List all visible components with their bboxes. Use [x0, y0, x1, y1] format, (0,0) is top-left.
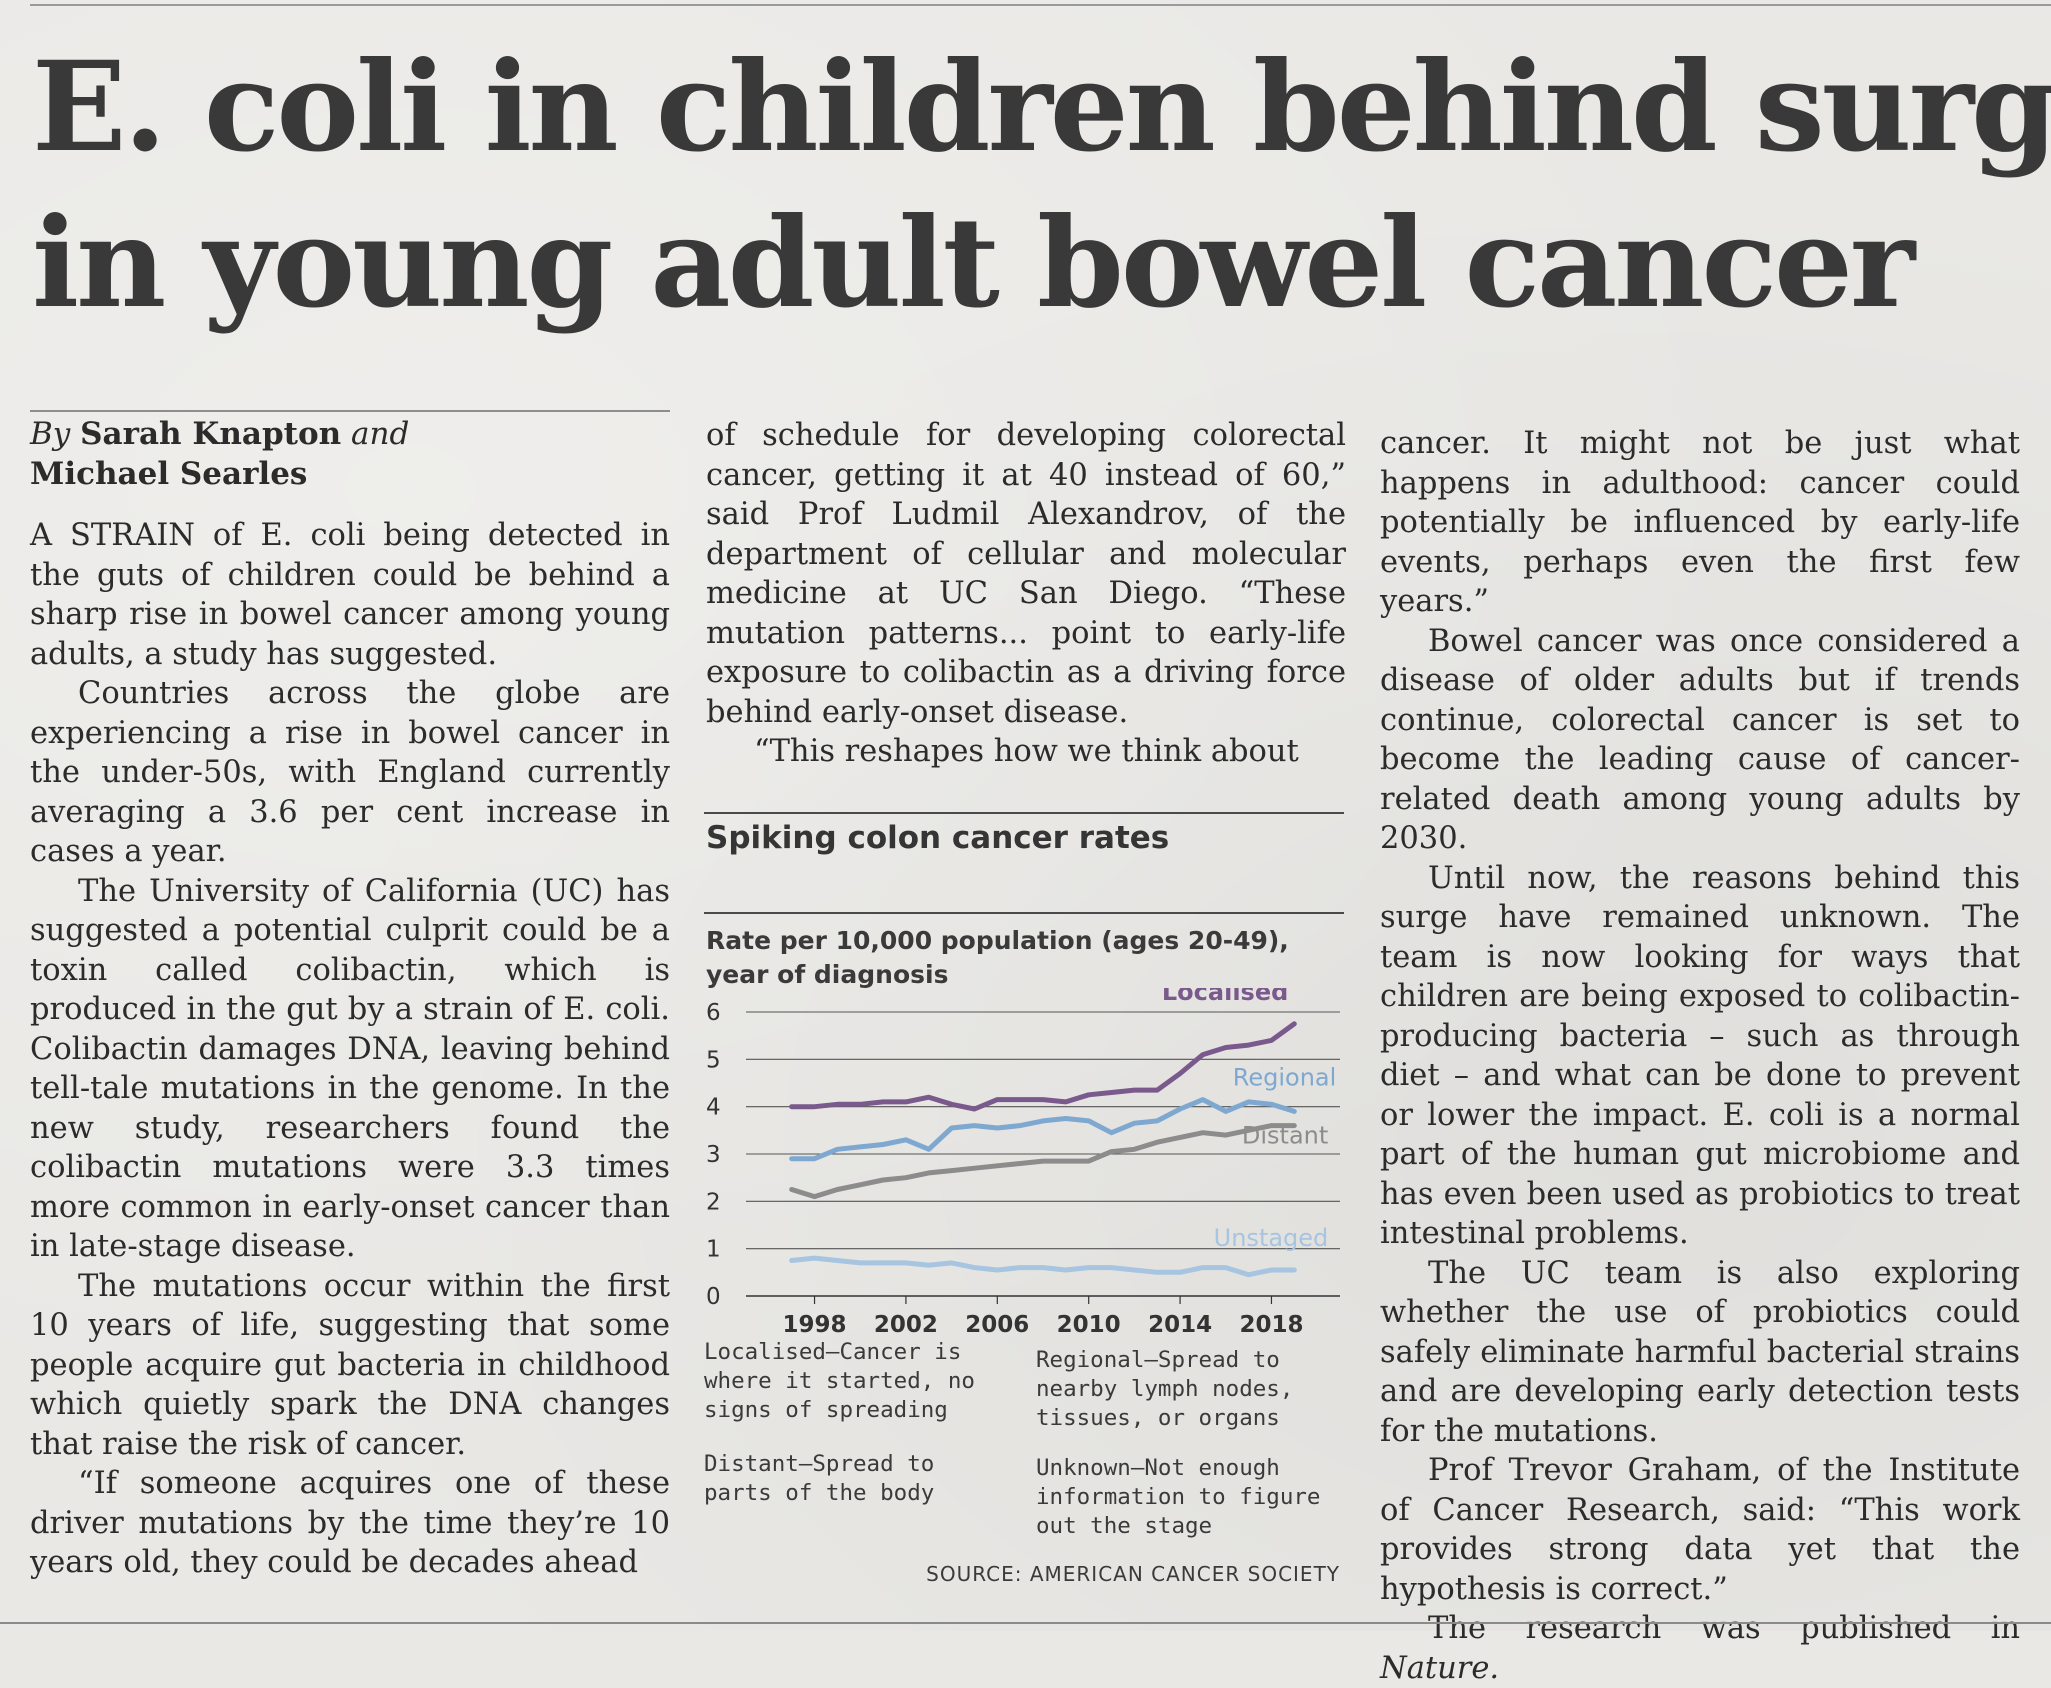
article-column-3: cancer. It might not be just what happen…: [1380, 424, 2020, 1688]
chart-title: Spiking colon cancer rates: [706, 820, 1170, 856]
series-line-distant: [789, 1123, 1297, 1200]
note-unknown: Unknown—Not enough information to figure…: [1036, 1455, 1321, 1539]
y-tick-label: 2: [706, 1189, 721, 1215]
chart-y-label: Rate per 10,000 population (ages 20-49),…: [706, 926, 1289, 989]
series-line-unstaged: [789, 1255, 1297, 1278]
byline-author-1: Sarah Knapton: [80, 416, 342, 452]
series-line-localised: [789, 1021, 1297, 1112]
y-tick-label: 0: [706, 1284, 721, 1310]
y-tick-label: 6: [706, 1000, 721, 1026]
article-column-1: By Sarah Knapton and Michael Searles A S…: [30, 406, 670, 1583]
paragraph: Countries across the globe are experienc…: [30, 676, 670, 869]
byline-and: and: [351, 416, 410, 452]
y-tick-label: 4: [706, 1095, 721, 1121]
chart-box: Spiking colon cancer rates Rate per 10,0…: [704, 800, 1344, 1590]
y-tick-label: 1: [706, 1237, 721, 1263]
paragraph: of schedule for developing colorectal ca…: [706, 418, 1346, 730]
article-column-2: of schedule for developing colorectal ca…: [706, 416, 1346, 772]
paragraph: Prof Trevor Graham, of the Institute of …: [1380, 1453, 2020, 1607]
x-tick-label: 2018: [1239, 1312, 1303, 1338]
y-tick-label: 3: [706, 1142, 721, 1168]
paragraph: “If someone acquires one of these driver…: [30, 1466, 670, 1580]
paragraph-text: The research was published in: [1428, 1611, 2020, 1646]
bottom-rule: [0, 1622, 2051, 1624]
series-line-regional: [789, 1097, 1297, 1162]
top-rule: [30, 4, 2051, 6]
paragraph: The University of California (UC) has su…: [30, 873, 670, 1265]
series-label-unstaged: Unstaged: [1214, 1224, 1329, 1252]
note-distant: Distant—Spread to parts of the body: [704, 1451, 935, 1506]
x-tick-label: 2006: [965, 1312, 1029, 1338]
series-label-regional: Regional: [1233, 1063, 1337, 1091]
headline-line-1: E. coli in children behind surge: [32, 35, 2051, 180]
paragraph: Bowel cancer was once considered a disea…: [1380, 623, 2020, 857]
byline-author-2: Michael Searles: [30, 456, 308, 492]
paragraph: The UC team is also exploring whether th…: [1380, 1255, 2020, 1449]
byline: By Sarah Knapton and Michael Searles: [30, 406, 670, 494]
y-tick-label: 5: [706, 1047, 721, 1073]
line-chart: 0 1 2 3 4 5 6 1998 2002 2006 2010 2014 2018 Localised…: [706, 988, 1340, 1338]
x-tick-label: 1998: [783, 1312, 847, 1338]
series-label-localised: Localised: [1162, 988, 1288, 1006]
chart-source: SOURCE: AMERICAN CANCER SOCIETY: [926, 1562, 1340, 1586]
paragraph: Until now, the reasons behind this surge…: [1380, 860, 2020, 1252]
byline-by: By: [30, 416, 71, 452]
note-localised: Localised—Cancer is where it started, no…: [704, 1339, 975, 1423]
paragraph: A STRAIN of E. coli being detected in th…: [30, 518, 670, 672]
headline: E. coli in children behind surge in youn…: [32, 30, 2051, 342]
note-regional: Regional—Spread to nearby lymph nodes, t…: [1036, 1347, 1294, 1431]
paragraph: cancer. It might not be just what happen…: [1380, 426, 2020, 619]
headline-line-2: in young adult bowel cancer: [32, 191, 1915, 336]
chart-top-rule: [704, 812, 1344, 814]
chart-title-rule: [704, 912, 1344, 914]
journal-name: Nature.: [1380, 1650, 1500, 1686]
x-tick-label: 2010: [1057, 1312, 1121, 1338]
series-label-distant: Distant: [1242, 1122, 1328, 1150]
x-tick-label: 2014: [1148, 1312, 1212, 1338]
paragraph: “This reshapes how we think about: [754, 734, 1299, 769]
paragraph: The research was published in Nature.: [1380, 1609, 2020, 1688]
x-tick-label: 2002: [874, 1312, 938, 1338]
paragraph: The mutations occur within the first 10 …: [30, 1268, 670, 1462]
byline-rule: [30, 410, 670, 412]
